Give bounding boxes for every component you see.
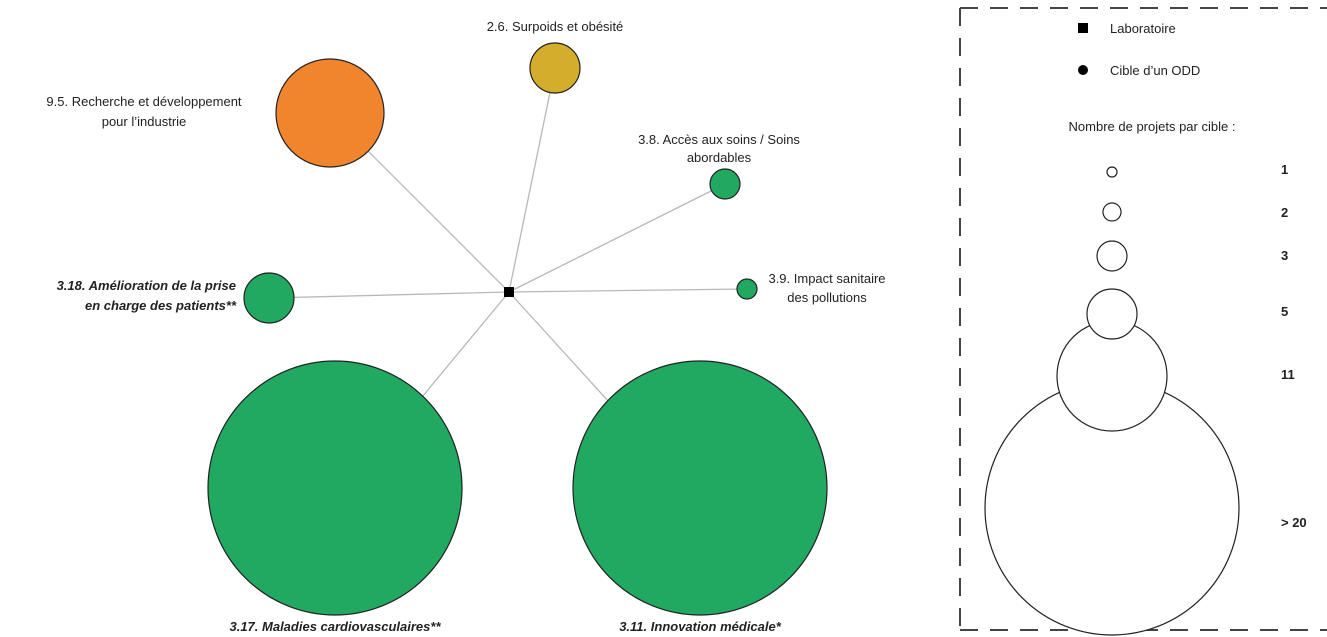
label-sdg-2-6: 2.6. Surpoids et obésité [487, 19, 624, 34]
node-sdg-3-8 [709, 168, 741, 200]
node-sdg-3-9 [736, 278, 758, 300]
laboratory-legend-label: Laboratoire [1110, 21, 1176, 36]
label-sdg-3-11: 3.11. Innovation médicale* [619, 619, 782, 634]
target-legend-label: Cible d’un ODD [1110, 63, 1200, 78]
size-legend-value-2: 2 [1281, 205, 1288, 220]
size-legend-circle-1 [1106, 166, 1118, 178]
label-sdg-3-9-line1: 3.9. Impact sanitaire [768, 271, 885, 286]
label-sdg-3-17: 3.17. Maladies cardiovasculaires** [229, 619, 441, 634]
node-sdg-3-18 [243, 272, 295, 324]
connector-sdg-2-6 [508, 67, 556, 293]
size-legend-value-5: 5 [1281, 304, 1288, 319]
node-sdg-9-5 [275, 58, 385, 168]
size-legend-circle-3 [1096, 240, 1128, 272]
connector-sdg-3-8 [508, 183, 726, 293]
label-sdg-3-8-line2: abordables [687, 150, 752, 165]
connector-sdg-3-18 [268, 291, 510, 299]
laboratory-hub [504, 287, 514, 297]
size-legend-circle-2 [1102, 202, 1122, 222]
label-sdg-3-8-line1: 3.8. Accès aux soins / Soins [638, 132, 800, 147]
node-sdg-2-6 [529, 42, 581, 94]
label-sdg-3-18-line2: en charge des patients** [85, 298, 237, 313]
target-legend-icon [1078, 65, 1088, 75]
label-sdg-9-5-line2: pour l’industrie [102, 114, 187, 129]
node-sdg-3-11 [572, 360, 828, 616]
size-legend-title: Nombre de projets par cible : [1069, 119, 1236, 134]
label-sdg-9-5-line1: 9.5. Recherche et développement [46, 94, 242, 109]
size-legend-value-gt20: > 20 [1281, 515, 1307, 530]
label-sdg-3-18-line1: 3.18. Amélioration de la prise [57, 278, 236, 293]
size-legend-value-3: 3 [1281, 248, 1288, 263]
size-legend-value-11: 11 [1281, 367, 1295, 382]
size-legend-value-1: 1 [1281, 162, 1288, 177]
label-sdg-3-9-line2: des pollutions [787, 290, 867, 305]
node-sdg-3-17 [207, 360, 463, 616]
size-legend-circle-5 [1086, 288, 1138, 340]
laboratory-legend-icon [1078, 23, 1088, 33]
connector-sdg-3-9 [508, 288, 748, 293]
